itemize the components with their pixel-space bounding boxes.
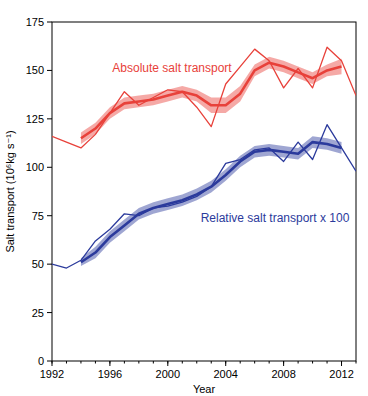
x-minor-tick bbox=[167, 361, 168, 364]
x-minor-tick bbox=[283, 361, 284, 364]
x-minor-tick bbox=[138, 361, 139, 364]
uncertainty-band bbox=[81, 57, 342, 144]
x-minor-tick bbox=[153, 361, 154, 364]
y-tick bbox=[47, 118, 52, 119]
y-tick-label: 175 bbox=[26, 16, 44, 28]
x-minor-tick bbox=[225, 361, 226, 364]
y-tick bbox=[47, 361, 52, 362]
x-minor-tick bbox=[356, 361, 357, 364]
y-tick bbox=[47, 312, 52, 313]
x-minor-tick bbox=[109, 361, 110, 364]
x-minor-tick bbox=[240, 361, 241, 364]
y-tick-label: 0 bbox=[38, 355, 44, 367]
x-minor-tick bbox=[66, 361, 67, 364]
x-minor-tick bbox=[182, 361, 183, 364]
y-tick bbox=[47, 264, 52, 265]
x-minor-tick bbox=[341, 361, 342, 364]
y-tick-label: 50 bbox=[32, 258, 44, 270]
y-tick bbox=[47, 70, 52, 71]
x-tick bbox=[225, 361, 226, 366]
smoothed-line bbox=[81, 142, 342, 262]
x-tick-label: 2004 bbox=[213, 368, 237, 380]
y-tick-label: 75 bbox=[32, 210, 44, 222]
x-axis-label: Year bbox=[193, 383, 216, 395]
x-minor-tick bbox=[327, 361, 328, 364]
x-tick-label: 1996 bbox=[98, 368, 122, 380]
x-minor-tick bbox=[95, 361, 96, 364]
y-tick bbox=[47, 22, 52, 23]
x-minor-tick bbox=[124, 361, 125, 364]
chart: 0 25 50 75 100 125 150 175 1992 1996 2000 2004 2008 2… bbox=[0, 0, 368, 396]
plot-area bbox=[52, 47, 356, 268]
y-tick-label: 125 bbox=[26, 113, 44, 125]
annual-line bbox=[52, 47, 356, 148]
x-minor-tick bbox=[312, 361, 313, 364]
x-tick-label: 2008 bbox=[271, 368, 295, 380]
x-minor-tick bbox=[211, 361, 212, 364]
x-tick bbox=[109, 361, 110, 366]
x-tick bbox=[283, 361, 284, 366]
x-tick-label: 1992 bbox=[40, 368, 64, 380]
x-tick-label: 2000 bbox=[156, 368, 180, 380]
x-tick bbox=[52, 361, 53, 366]
annual-line bbox=[52, 125, 356, 268]
x-minor-tick bbox=[80, 361, 81, 364]
y-tick bbox=[47, 167, 52, 168]
y-tick-label: 100 bbox=[26, 161, 44, 173]
x-minor-tick bbox=[298, 361, 299, 364]
x-tick bbox=[341, 361, 342, 366]
series-label: Absolute salt transport bbox=[112, 61, 232, 75]
x-minor-tick bbox=[52, 361, 53, 364]
uncertainty-band bbox=[81, 136, 342, 266]
x-tick bbox=[167, 361, 168, 366]
y-tick-label: 25 bbox=[32, 307, 44, 319]
x-minor-tick bbox=[269, 361, 270, 364]
y-tick bbox=[47, 215, 52, 216]
x-tick-label: 2012 bbox=[329, 368, 353, 380]
y-tick-label: 150 bbox=[26, 64, 44, 76]
y-axis-label: Salt transport (10⁶kg s⁻¹) bbox=[4, 130, 16, 252]
series-label: Relative salt transport x 100 bbox=[201, 211, 350, 225]
frame bbox=[52, 22, 356, 361]
x-minor-tick bbox=[254, 361, 255, 364]
x-minor-tick bbox=[196, 361, 197, 364]
